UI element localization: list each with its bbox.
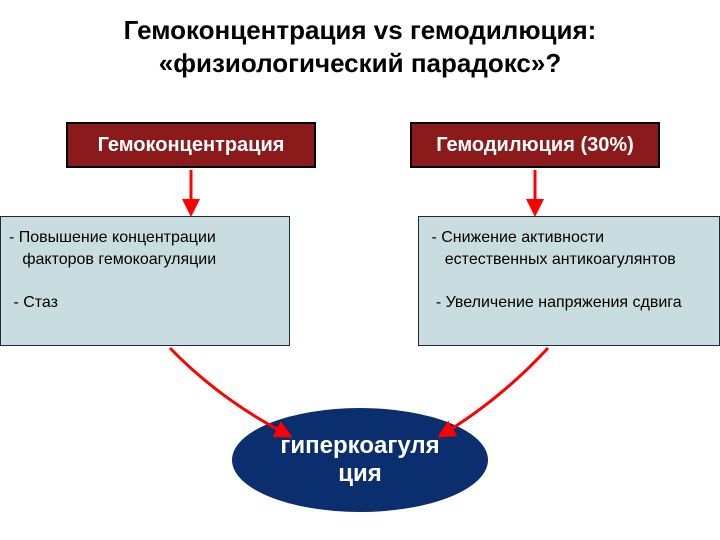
- diagram-stage: Гемоконцентрация vs гемодилюция: «физиол…: [0, 0, 720, 540]
- title-line1: Гемоконцентрация vs гемодилюция:: [124, 15, 597, 45]
- right-header-box: Гемодилюция (30%): [410, 122, 660, 168]
- conclusion-label: гиперкоагуля ция: [280, 432, 439, 487]
- left-header-box: Гемоконцентрация: [66, 122, 316, 168]
- left-info-text: - Повышение концентрации факторов гемоко…: [9, 229, 216, 311]
- right-info-box: - Снижение активности естественных антик…: [418, 216, 720, 346]
- conclusion-ellipse: гиперкоагуля ция: [232, 408, 488, 512]
- right-info-text: - Снижение активности естественных антик…: [427, 229, 682, 311]
- right-header-label: Гемодилюция (30%): [436, 134, 634, 157]
- page-title: Гемоконцентрация vs гемодилюция: «физиол…: [0, 14, 720, 79]
- left-info-box: - Повышение концентрации факторов гемоко…: [0, 216, 290, 346]
- title-line2: «физиологический парадокс»?: [159, 48, 561, 78]
- left-header-label: Гемоконцентрация: [98, 134, 285, 157]
